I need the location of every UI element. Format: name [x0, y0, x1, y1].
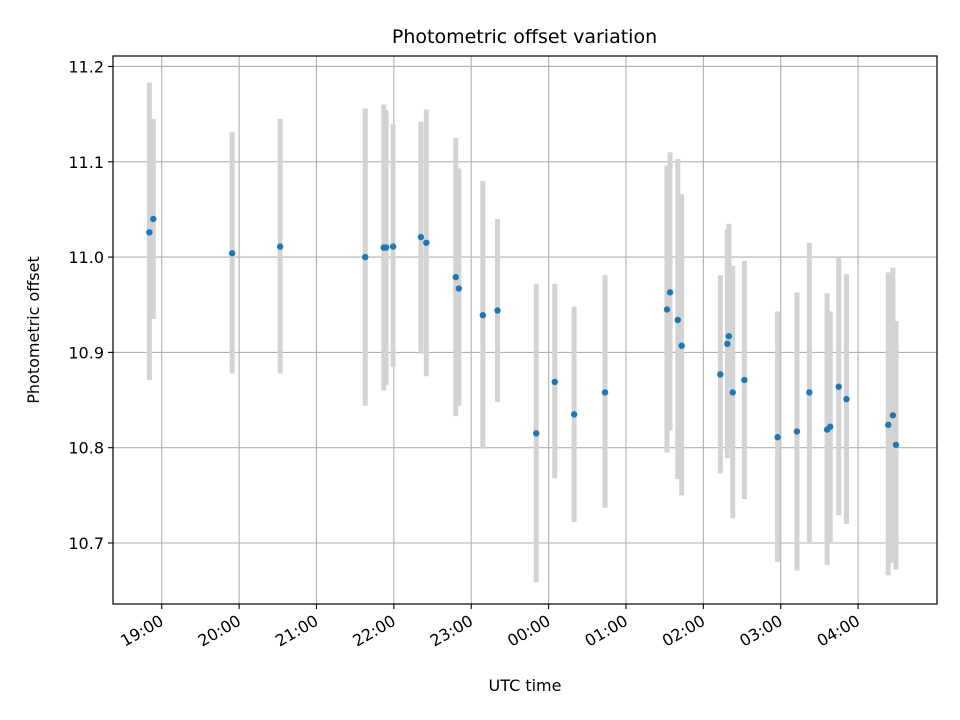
- y-tick-label: 11.1: [68, 153, 104, 172]
- data-point: [793, 428, 801, 435]
- data-point: [601, 389, 609, 396]
- grid: [113, 56, 937, 604]
- y-tick-label: 10.8: [68, 439, 104, 458]
- data-point: [228, 250, 236, 257]
- y-tick-label: 11.0: [68, 248, 104, 267]
- data-point: [417, 233, 425, 241]
- y-tick-label: 11.2: [68, 57, 104, 76]
- data-point: [452, 273, 459, 281]
- data-point: [843, 395, 850, 403]
- data-point: [729, 389, 736, 396]
- data-point: [678, 342, 685, 349]
- data-point: [885, 421, 892, 429]
- data-point: [827, 423, 834, 430]
- data-point: [725, 332, 733, 340]
- data-point: [276, 243, 284, 250]
- data-point: [806, 389, 813, 396]
- data-point: [570, 411, 578, 418]
- data-point: [455, 285, 463, 292]
- data-point: [362, 253, 369, 261]
- data-point: [663, 306, 671, 313]
- data-point: [389, 243, 397, 250]
- y-tick-label: 10.7: [68, 534, 104, 553]
- data-point: [479, 312, 487, 319]
- data-point: [889, 412, 897, 419]
- data-point: [724, 340, 731, 348]
- chart-title: Photometric offset variation: [392, 26, 657, 48]
- data-point: [551, 378, 558, 386]
- data-points: [146, 215, 900, 449]
- y-axis-label: Photometric offset: [24, 256, 43, 404]
- data-point: [494, 307, 501, 314]
- data-point: [717, 371, 724, 378]
- data-point: [423, 239, 430, 246]
- data-point: [774, 434, 781, 441]
- data-point: [150, 215, 157, 223]
- data-point: [533, 430, 540, 437]
- plot-frame: [112, 55, 938, 605]
- data-point: [835, 383, 842, 390]
- data-point: [741, 376, 748, 384]
- y-tick-label: 10.9: [68, 343, 104, 362]
- data-point: [382, 244, 390, 251]
- data-point: [666, 289, 674, 296]
- data-point: [674, 316, 682, 324]
- y-axis: 10.7 10.8 10.9 11.0 11.1 11.2: [68, 57, 113, 553]
- data-point: [892, 441, 900, 449]
- data-point: [146, 229, 153, 236]
- x-axis-label: UTC time: [489, 676, 562, 695]
